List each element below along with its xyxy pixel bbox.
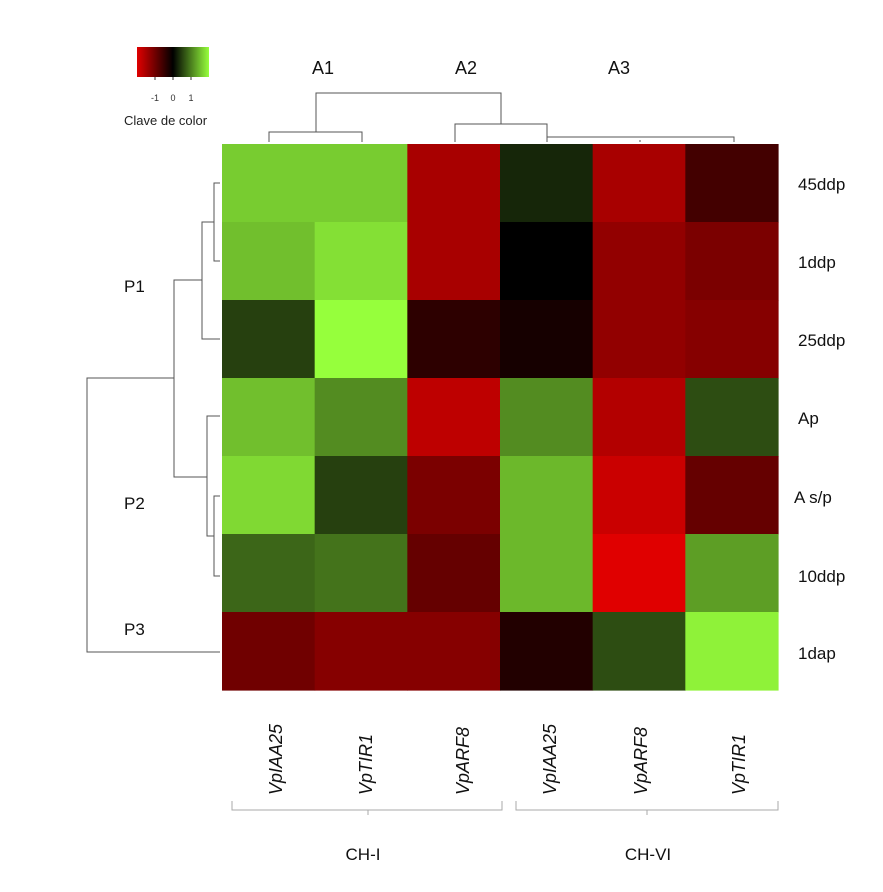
heatmap-cell [592,222,686,301]
heatmap-cell [592,534,686,613]
row-group-label: P2 [124,494,145,513]
row-label: 10ddp [798,567,845,586]
row-label: A s/p [794,488,832,507]
column-label: VpIAA25 [266,723,286,795]
column-label: VpTIR1 [729,734,749,795]
column-cluster-label: A1 [312,58,334,78]
heatmap-cell [685,456,779,535]
heatmap-cell [685,534,779,613]
heatmap-cell [500,378,594,457]
heatmap-cell [500,222,594,301]
column-label: VpARF8 [453,727,473,795]
heatmap-cell [685,222,779,301]
heatmap-cell [592,456,686,535]
column-dendrogram [268,92,735,142]
heatmap-cell [314,456,408,535]
column-group-labels: CH-I CH-VI [346,845,672,864]
column-cluster-labels: A1 A2 A3 [312,58,630,78]
column-label: VpARF8 [631,727,651,795]
column-group-brackets [231,801,779,815]
row-group-label: P3 [124,620,145,639]
row-labels: 45ddp 1ddp 25ddp Ap A s/p 10ddp 1dap [794,175,845,663]
heatmap-cell [222,222,316,301]
row-label: 1dap [798,644,836,663]
heatmap-cell [407,222,501,301]
heatmap-cell [592,612,686,691]
heatmap-cell [314,378,408,457]
color-key-tick-label: 0 [170,93,175,103]
heatmap-cell [407,378,501,457]
heatmap-cell [222,300,316,379]
heatmap-cell [685,612,779,691]
column-group-label: CH-I [346,845,381,864]
heatmap-cell [500,144,594,223]
heatmap-cell [222,378,316,457]
column-labels: VpIAA25 VpTIR1 VpARF8 VpIAA25 VpARF8 VpT… [266,723,749,795]
column-cluster-label: A2 [455,58,477,78]
color-key-tick-label: 1 [188,93,193,103]
column-label: VpIAA25 [540,723,560,795]
heatmap-cell [407,534,501,613]
heatmap-cell [222,144,316,223]
column-label: VpTIR1 [356,734,376,795]
heatmap-cell [314,612,408,691]
heatmap-cell [592,378,686,457]
column-group-label: CH-VI [625,845,671,864]
heatmap-cell [314,534,408,613]
heatmap-cell [685,144,779,223]
heatmap-cell [314,222,408,301]
heatmap-cell [500,612,594,691]
row-group-labels: P1 P2 P3 [124,277,145,639]
row-dendrogram [86,182,220,653]
heatmap-cell [685,300,779,379]
heatmap-cell [685,378,779,457]
row-group-label: P1 [124,277,145,296]
heatmap-cell [222,534,316,613]
heatmap-cell [314,300,408,379]
color-key-tick-label: -1 [151,93,159,103]
heatmap-cell [222,456,316,535]
column-cluster-label: A3 [608,58,630,78]
heatmap-cell [407,300,501,379]
heatmap-cell [314,144,408,223]
row-label: 1ddp [798,253,836,272]
row-label: 25ddp [798,331,845,350]
color-key-gradient [137,47,209,77]
heatmap-grid [222,144,779,691]
color-key-title: Clave de color [124,113,208,128]
heatmap-cell [592,144,686,223]
heatmap-cell [407,456,501,535]
row-label: 45ddp [798,175,845,194]
row-label: Ap [798,409,819,428]
color-key: -1 0 1 Clave de color [124,47,209,128]
heatmap-cell [407,144,501,223]
heatmap-cell [222,612,316,691]
heatmap-cell [500,300,594,379]
heatmap-cell [500,534,594,613]
heatmap-cell [592,300,686,379]
heatmap-cell [500,456,594,535]
heatmap-cell [407,612,501,691]
